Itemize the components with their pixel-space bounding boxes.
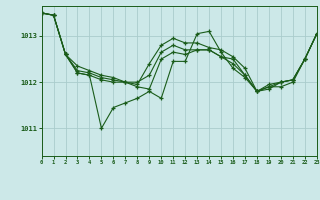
Text: Graphe pression niveau de la mer (hPa): Graphe pression niveau de la mer (hPa): [65, 182, 255, 192]
